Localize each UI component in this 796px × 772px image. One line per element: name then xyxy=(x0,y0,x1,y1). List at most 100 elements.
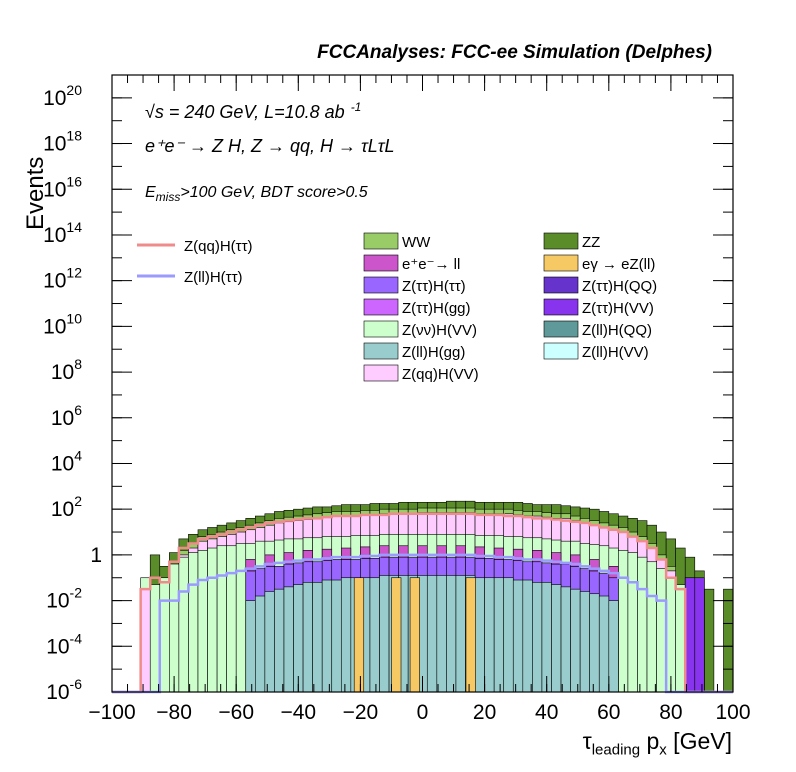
x-tick-label: 0 xyxy=(417,701,429,724)
legend-box-swatch xyxy=(363,254,399,272)
legend-box-swatch xyxy=(363,364,399,382)
bar-zllgg xyxy=(541,582,552,693)
bar-eell xyxy=(398,545,409,558)
bar-zllgg xyxy=(493,577,505,693)
energy-text: √s = 240 GeV, L=10.8 ab xyxy=(145,102,345,122)
legend-box-label: Z(ττ)H(ττ) xyxy=(402,278,466,295)
bar-eell xyxy=(512,548,524,561)
x-tick-label: −60 xyxy=(218,701,254,724)
bar-zllgg xyxy=(321,579,333,693)
legend-box-label: Z(qq)H(VV) xyxy=(402,366,479,383)
bar-znn xyxy=(149,584,161,693)
bar-znn xyxy=(637,556,648,693)
bar-eell xyxy=(340,547,352,560)
legend-box-swatch xyxy=(363,232,399,250)
bar-znn xyxy=(618,550,629,693)
legend-box-swatch xyxy=(363,342,399,360)
bar-eell xyxy=(570,554,581,567)
bar-egamma xyxy=(391,577,402,693)
legend-box-label: Z(νν)H(VV) xyxy=(402,322,477,339)
bar-zllgg xyxy=(245,600,256,693)
y-tick-label: 10-4 xyxy=(46,630,82,658)
bar-zqqvv-edge xyxy=(140,588,151,693)
bar-zllgg xyxy=(474,577,485,693)
energy-lumi-note: √s = 240 GeV, L=10.8 ab -1 xyxy=(145,100,361,123)
y-tick-label: 1012 xyxy=(43,265,82,293)
y-tick-label: 1020 xyxy=(43,82,82,110)
signal-zqq-line xyxy=(112,512,733,694)
y-tick-label: 10-2 xyxy=(46,585,82,613)
bar-znn xyxy=(159,577,170,693)
legend-box-label: Z(ττ)H(VV) xyxy=(582,300,654,317)
y-axis-label: Events xyxy=(22,77,50,230)
y-axis-label-text: Events xyxy=(22,156,49,230)
legend-box-swatch xyxy=(543,232,579,250)
y-tick-label: 1 xyxy=(90,544,102,567)
legend-box-swatch xyxy=(543,342,579,360)
x-tick-label: 100 xyxy=(715,701,750,724)
bar-zllgg xyxy=(293,584,304,693)
bar-eell xyxy=(436,545,447,558)
x-tick-label: 80 xyxy=(659,701,682,724)
x-tick-label: 20 xyxy=(473,701,496,724)
y-tick-label: 10-6 xyxy=(46,676,82,704)
bar-eell xyxy=(302,550,313,563)
x-label-sub1: leading xyxy=(591,741,641,759)
bar-zz xyxy=(723,588,734,693)
bar-zllgg xyxy=(560,586,571,693)
bar-zllgg xyxy=(589,593,600,693)
y-tick-label: 108 xyxy=(51,356,82,384)
bar-znn xyxy=(216,545,227,693)
x-tick-label: 40 xyxy=(535,701,558,724)
bar-znn xyxy=(665,577,676,693)
y-tick-label: 1014 xyxy=(43,219,82,247)
bar-zllgg xyxy=(570,588,581,693)
y-tick-label: 106 xyxy=(51,402,82,430)
bar-zllgg xyxy=(436,575,447,693)
bar-znn xyxy=(656,568,667,693)
legend-box-swatch xyxy=(543,320,579,338)
bar-zllgg xyxy=(532,582,543,693)
bar-eell xyxy=(455,545,466,558)
bar-egamma xyxy=(465,577,476,693)
bar-zllgg xyxy=(512,579,524,693)
bar-zllgg xyxy=(598,595,610,693)
energy-sup: -1 xyxy=(350,100,362,114)
bar-znn xyxy=(675,584,686,693)
x-tick-label: −40 xyxy=(280,701,316,724)
y-tick-label: 104 xyxy=(51,447,82,475)
legend-box-label: Z(ll)H(VV) xyxy=(582,344,649,361)
bar-eell xyxy=(264,554,275,567)
bar-zllgg xyxy=(274,588,285,693)
bar-znn xyxy=(646,561,657,693)
legend-box-swatch xyxy=(363,320,399,338)
legend-box-label: WW xyxy=(402,234,431,251)
chart-header: FCCAnalyses: FCC-ee Simulation (Delphes) xyxy=(317,42,712,63)
bar-zllgg xyxy=(608,600,619,693)
process-note: e⁺e⁻ → Z H, Z → qq, H → τLτL xyxy=(145,136,395,156)
x-tick-label: −20 xyxy=(343,701,379,724)
x-tick-label: −100 xyxy=(88,701,135,724)
signal-zll-line xyxy=(112,553,733,694)
bar-zllgg xyxy=(455,575,466,693)
axis-ticks: −100 −80 −60 −40 −20 0 20 40 60 80 100 10-6 10-4 10-2… xyxy=(43,74,751,724)
bar-zllgg xyxy=(426,575,438,693)
x-tick-label: 60 xyxy=(597,701,620,724)
x-label-main: τ xyxy=(582,728,592,754)
x-label-sub2: x xyxy=(659,741,667,759)
y-tick-label: 1016 xyxy=(43,173,82,201)
bar-zllgg xyxy=(283,586,294,693)
legend-box-swatch xyxy=(363,298,399,316)
bar-zllgg xyxy=(446,575,457,693)
bar-zllgg xyxy=(484,577,495,693)
histogram-stack xyxy=(140,500,734,693)
bar-zz xyxy=(704,588,715,693)
bar-zllgg xyxy=(579,591,590,693)
bar-eell xyxy=(474,546,485,559)
legend-box-label: Z(ll)H(gg) xyxy=(402,344,465,361)
legend-box-swatch xyxy=(543,298,579,316)
cut-suffix: >100 GeV, BDT score>0.5 xyxy=(180,184,368,201)
x-label-unit: [GeV] xyxy=(666,728,732,754)
bar-eell xyxy=(532,550,543,563)
cut-sub: miss xyxy=(155,190,181,205)
